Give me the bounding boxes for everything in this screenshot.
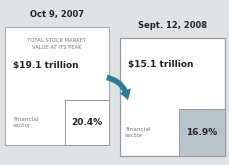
Text: 20.4%: 20.4% <box>71 118 102 127</box>
Bar <box>65 100 109 145</box>
Bar <box>178 109 224 156</box>
Text: $15.1 trillion: $15.1 trillion <box>128 60 193 69</box>
Text: $19.1 trillion: $19.1 trillion <box>13 61 78 70</box>
Text: 16.9%: 16.9% <box>185 128 217 137</box>
Bar <box>5 27 109 145</box>
FancyArrowPatch shape <box>106 75 130 100</box>
Text: Oct 9, 2007: Oct 9, 2007 <box>30 11 84 19</box>
Text: TOTAL STOCK MARKET
VALUE AT ITS PEAK: TOTAL STOCK MARKET VALUE AT ITS PEAK <box>27 38 86 50</box>
Text: Financial
sector: Financial sector <box>13 117 38 128</box>
Text: Sept. 12, 2008: Sept. 12, 2008 <box>137 21 206 31</box>
Bar <box>120 38 224 156</box>
Text: Financial
sector: Financial sector <box>124 127 150 138</box>
